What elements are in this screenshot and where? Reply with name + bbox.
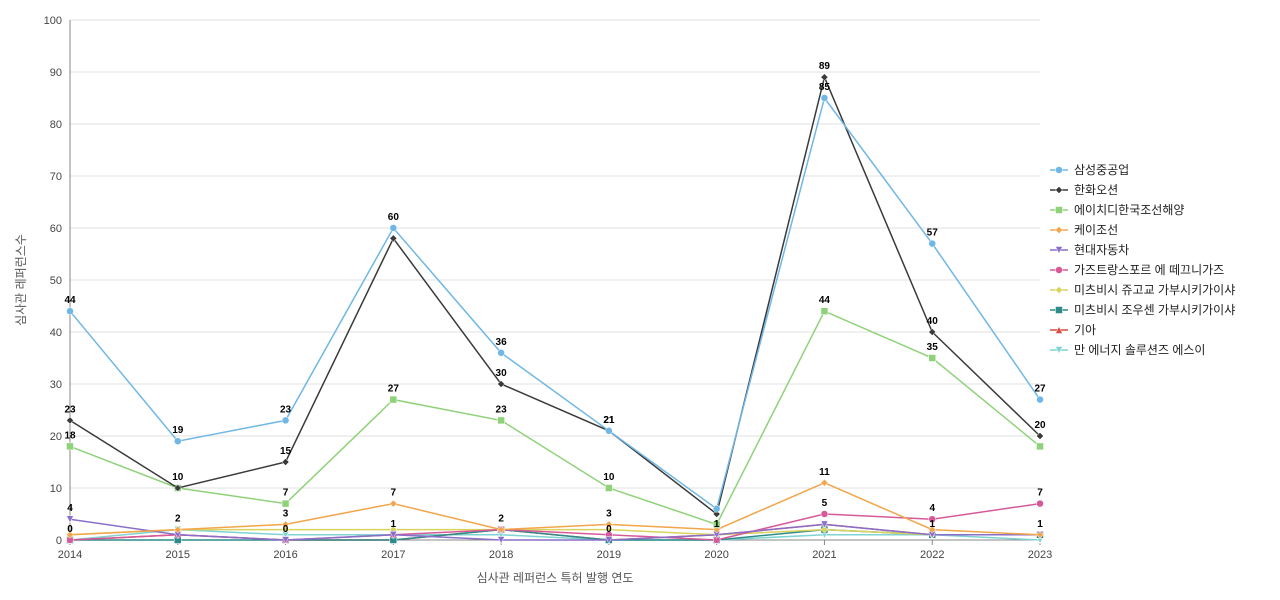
data-point-label: 40 [927, 316, 939, 327]
y-tick-label: 0 [56, 535, 62, 547]
legend-label: 가즈트랑스포르 에 떼끄니가즈 [1074, 263, 1224, 277]
x-tick-label: 2023 [1028, 549, 1052, 561]
data-point-label: 0 [283, 524, 289, 535]
data-point-label: 0 [67, 524, 73, 535]
y-tick-label: 100 [44, 15, 62, 27]
x-axis-label: 심사관 레퍼런스 특허 발행 연도 [477, 570, 634, 585]
line-chart: 0102030405060708090100201420152016201720… [0, 0, 1280, 600]
data-point-label: 4 [929, 503, 935, 514]
y-tick-label: 80 [50, 119, 62, 131]
data-point-label: 4 [67, 503, 73, 514]
data-point-label: 30 [496, 368, 508, 379]
chart-container: 0102030405060708090100201420152016201720… [0, 0, 1280, 600]
legend-label: 미츠비시 조우센 가부시키가이샤 [1074, 303, 1235, 317]
data-point-label: 1 [1037, 519, 1043, 530]
data-point-label: 0 [606, 524, 612, 535]
legend-item: 가즈트랑스포르 에 떼끄니가즈 [1050, 263, 1224, 277]
data-point-label: 18 [64, 430, 76, 441]
x-tick-label: 2017 [381, 549, 405, 561]
x-tick-label: 2022 [920, 549, 944, 561]
x-tick-label: 2016 [273, 549, 297, 561]
legend-label: 미츠비시 쥬고교 가부시키가이샤 [1074, 283, 1235, 297]
data-point-label: 7 [283, 488, 289, 499]
data-point-label: 20 [1034, 420, 1046, 431]
data-point-label: 44 [819, 295, 831, 306]
x-tick-label: 2019 [597, 549, 621, 561]
data-point-label: 23 [64, 404, 76, 415]
data-point-label: 57 [927, 228, 939, 239]
data-point-label: 89 [819, 61, 831, 72]
data-point-label: 2 [175, 514, 181, 525]
x-tick-label: 2018 [489, 549, 513, 561]
data-point-label: 11 [819, 467, 830, 478]
data-point-label: 7 [1037, 488, 1043, 499]
data-point-label: 23 [496, 404, 508, 415]
data-point-label: 10 [172, 472, 184, 483]
data-point-label: 1 [391, 519, 397, 530]
legend-item: 만 에너지 솔루션즈 에스이 [1050, 343, 1205, 357]
y-tick-label: 60 [50, 223, 62, 235]
x-tick-label: 2015 [166, 549, 190, 561]
legend-label: 에이치디한국조선해양 [1074, 203, 1184, 217]
legend-label: 만 에너지 솔루션즈 에스이 [1074, 343, 1205, 357]
legend-label: 현대자동차 [1074, 243, 1129, 257]
y-tick-label: 70 [50, 171, 62, 183]
data-point-label: 19 [172, 425, 184, 436]
data-point-label: 27 [1034, 384, 1046, 395]
x-tick-label: 2021 [812, 549, 836, 561]
legend-label: 한화오션 [1074, 183, 1118, 197]
data-point-label: 10 [603, 472, 615, 483]
x-tick-label: 2020 [704, 549, 728, 561]
data-point-label: 44 [64, 295, 76, 306]
y-tick-label: 90 [50, 67, 62, 79]
data-point-label: 3 [283, 508, 289, 519]
legend-label: 기아 [1074, 323, 1096, 337]
data-point-label: 1 [929, 519, 935, 530]
data-point-label: 1 [714, 519, 720, 530]
data-point-label: 5 [822, 498, 828, 509]
data-point-label: 15 [280, 446, 292, 457]
y-tick-label: 50 [50, 275, 62, 287]
y-axis-label: 심사관 레퍼런스수 [14, 234, 28, 326]
data-point-label: 27 [388, 384, 400, 395]
y-tick-label: 10 [50, 483, 62, 495]
data-point-label: 35 [927, 342, 939, 353]
legend-label: 케이조선 [1074, 223, 1118, 237]
data-point-label: 36 [496, 337, 508, 348]
legend-item: 미츠비시 쥬고교 가부시키가이샤 [1050, 283, 1235, 297]
data-point-label: 85 [819, 82, 831, 93]
y-tick-label: 30 [50, 379, 62, 391]
y-tick-label: 20 [50, 431, 62, 443]
data-point-label: 3 [606, 508, 612, 519]
data-point-label: 21 [603, 415, 615, 426]
legend-item: 미츠비시 조우센 가부시키가이샤 [1050, 303, 1235, 317]
x-tick-label: 2014 [58, 549, 82, 561]
data-point-label: 23 [280, 404, 292, 415]
legend-label: 삼성중공업 [1074, 163, 1129, 177]
data-point-label: 7 [391, 488, 397, 499]
y-tick-label: 40 [50, 327, 62, 339]
data-point-label: 2 [498, 514, 504, 525]
data-point-label: 60 [388, 212, 400, 223]
